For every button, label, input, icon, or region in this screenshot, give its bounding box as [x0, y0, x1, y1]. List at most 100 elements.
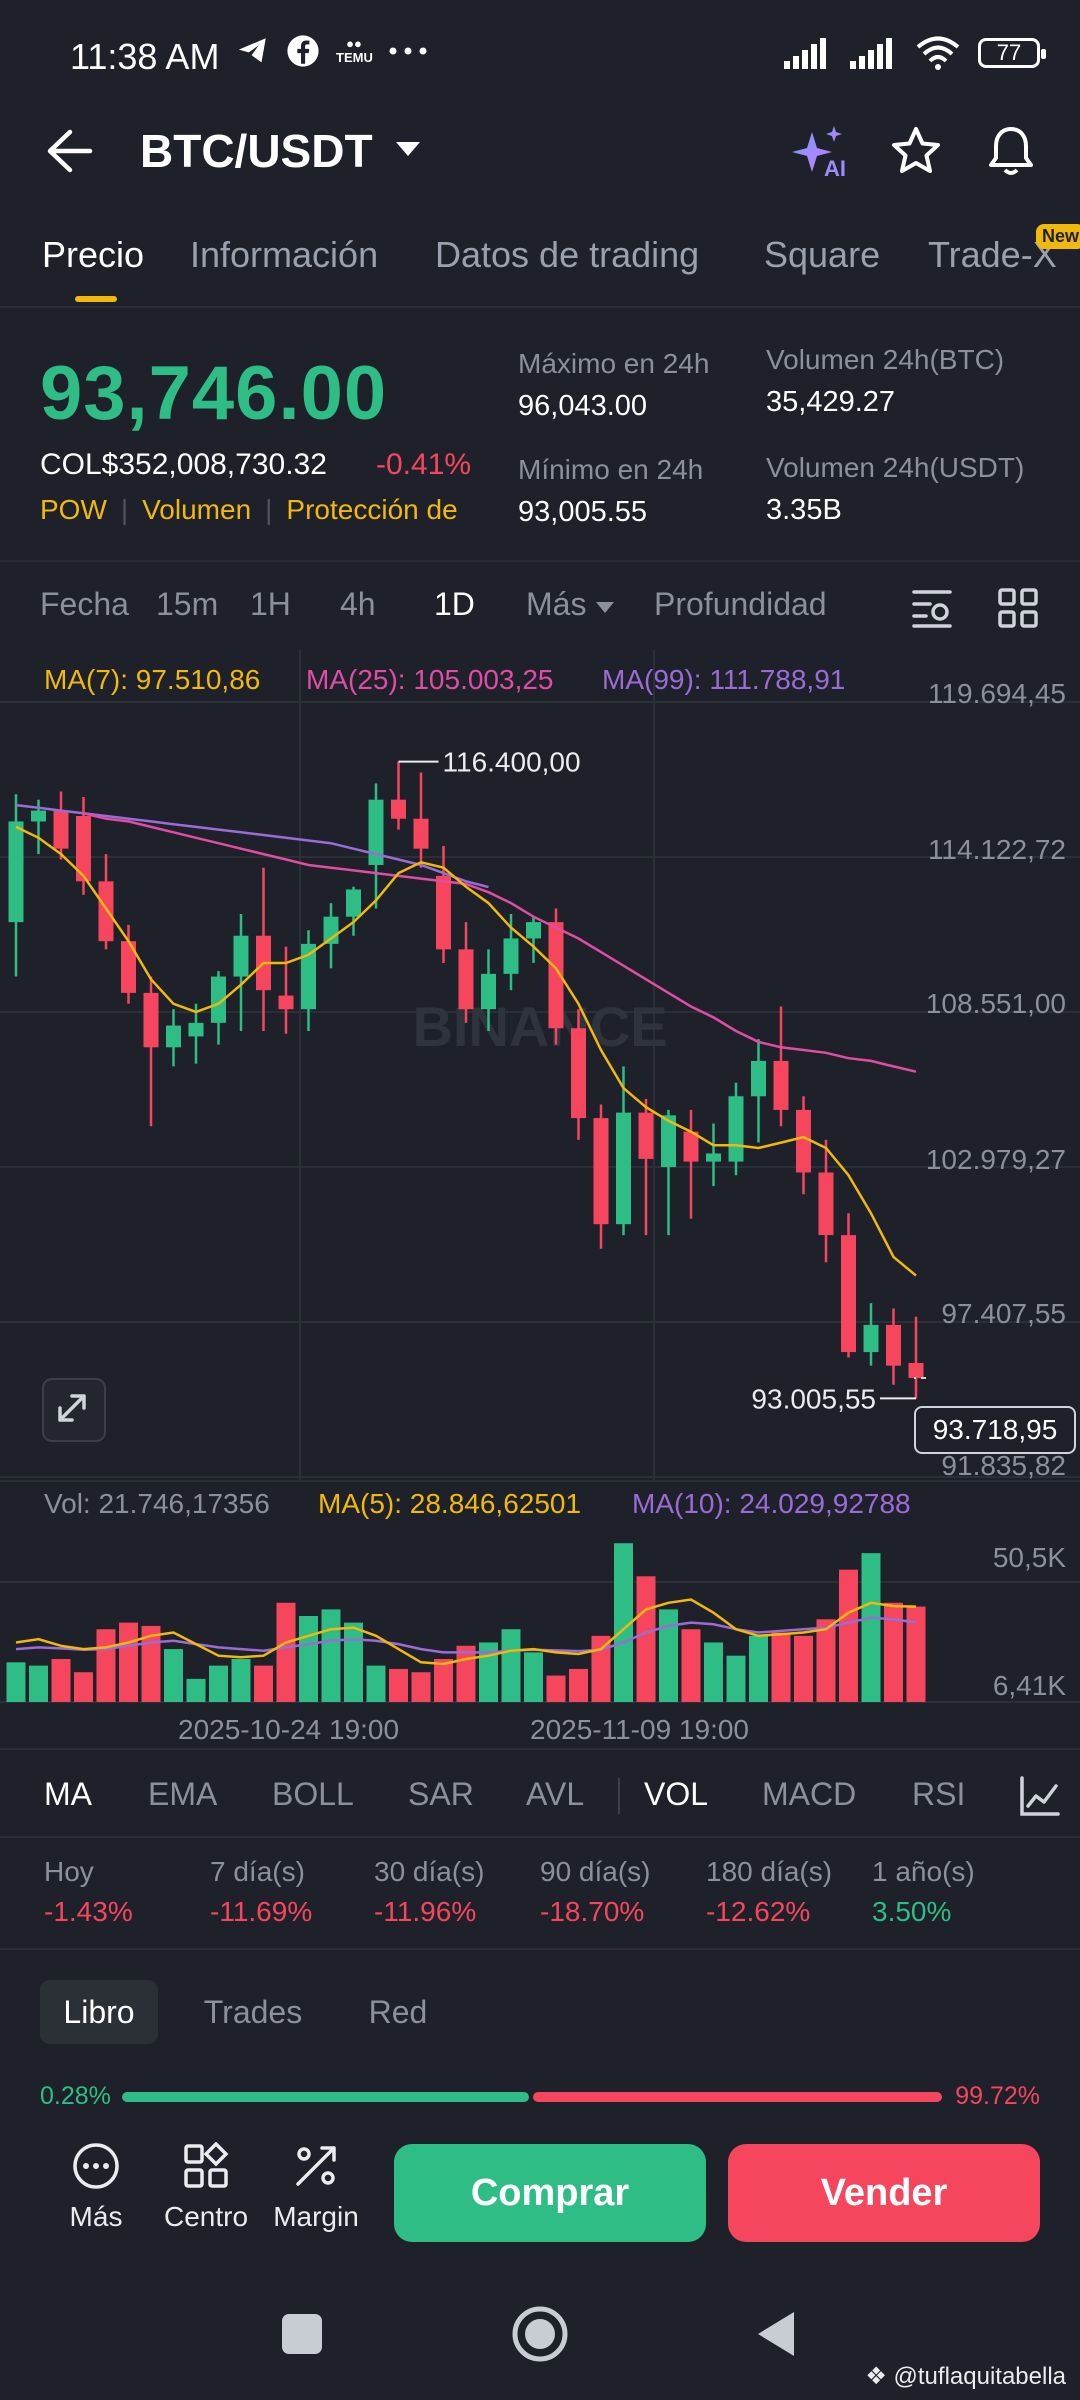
- interval-15m[interactable]: 15m: [156, 586, 219, 622]
- system-nav-bar: [0, 2270, 1080, 2400]
- candle: [548, 922, 564, 1029]
- candle: [481, 973, 496, 1010]
- volume-bar: [659, 1609, 678, 1702]
- back-arrow-icon[interactable]: [44, 128, 94, 174]
- candle: [616, 1112, 631, 1225]
- favorite-star-icon[interactable]: [890, 126, 942, 176]
- fullscreen-button[interactable]: [42, 1378, 106, 1442]
- ma25-legend: MA(25): 105.003,25: [306, 664, 554, 695]
- perf-value-90d: -18.70%: [540, 1896, 645, 1927]
- interval-more-caret-icon[interactable]: [596, 602, 614, 613]
- ratio-sell-fill: [533, 2092, 942, 2102]
- ratio-buy-fill: [122, 2092, 529, 2102]
- price-change: -0.41%: [376, 448, 472, 481]
- candlestick-chart[interactable]: BINANCE 116.400,00 93.005,55: [0, 650, 1080, 1480]
- perf-label-180d: 180 día(s): [706, 1856, 833, 1887]
- interval-depth[interactable]: Profundidad: [654, 586, 827, 622]
- tab-trading-data[interactable]: Datos de trading: [435, 234, 700, 275]
- perf-value-30d: -11.96%: [374, 1896, 477, 1927]
- tag-separator: |: [120, 494, 129, 525]
- volume-axis-label: 6,41K: [992, 1670, 1066, 1701]
- high-24h-value: 96,043.00: [518, 390, 648, 422]
- active-tab-indicator: [75, 296, 117, 302]
- indicator-ma[interactable]: MA: [44, 1776, 92, 1812]
- tag-protection[interactable]: Protección de: [286, 494, 458, 525]
- indicator-sar[interactable]: SAR: [408, 1776, 474, 1812]
- recents-button[interactable]: [282, 2314, 322, 2354]
- price-axis-label: 91.835,82: [941, 1450, 1066, 1481]
- volume-btc-label: Volumen 24h(BTC): [766, 344, 1005, 375]
- volume-bar: [501, 1629, 521, 1702]
- sell-ratio: 99.72%: [955, 2082, 1040, 2110]
- volume-bar: [6, 1662, 26, 1702]
- center-label: Centro: [163, 2201, 249, 2232]
- perf-value-today: -1.43%: [44, 1896, 133, 1927]
- more-label: Más: [69, 2201, 123, 2232]
- telegram-icon: [238, 38, 266, 63]
- current-price-tag: 93.718,95: [914, 1406, 1076, 1454]
- tab-information[interactable]: Información: [190, 234, 379, 275]
- price-axis-label: 119.694,45: [927, 678, 1066, 709]
- center-button[interactable]: Centro: [156, 2141, 256, 2233]
- interval-1h[interactable]: 1H: [250, 586, 291, 622]
- pair-dropdown-icon[interactable]: [396, 142, 420, 156]
- vol-ma5-line: [15, 1598, 917, 1666]
- volume-bar: [816, 1619, 836, 1702]
- ai-assistant-button[interactable]: AI: [792, 124, 852, 184]
- candle: [571, 1028, 586, 1119]
- volume-bar: [344, 1622, 363, 1702]
- chart-settings-icon[interactable]: [910, 586, 954, 630]
- grid-layout-icon[interactable]: [998, 588, 1038, 628]
- tag-volume[interactable]: Volumen: [142, 494, 252, 525]
- volume-bar: [771, 1632, 791, 1702]
- status-time: 11:38 AM: [70, 36, 220, 77]
- tab-square[interactable]: Square: [764, 234, 881, 275]
- perf-value-1y: 3.50%: [872, 1896, 952, 1927]
- volume-bar: [614, 1543, 633, 1702]
- volume-bars-group: [6, 1543, 926, 1702]
- bell-icon[interactable]: [986, 124, 1036, 178]
- perf-value-7d: -11.69%: [210, 1896, 313, 1927]
- indicator-rsi[interactable]: RSI: [912, 1776, 966, 1812]
- ai-label: AI: [824, 156, 846, 181]
- interval-date[interactable]: Fecha: [40, 586, 129, 622]
- candle: [683, 1131, 699, 1162]
- indicator-boll[interactable]: BOLL: [272, 1776, 354, 1812]
- tab-trades[interactable]: Trades: [203, 1993, 303, 2030]
- candle: [211, 976, 226, 1023]
- candle: [503, 938, 519, 974]
- interval-1d[interactable]: 1D: [434, 586, 475, 622]
- volume-bar: [254, 1665, 273, 1702]
- tag-pow[interactable]: POW: [40, 494, 107, 525]
- buy-button[interactable]: Comprar: [394, 2144, 706, 2242]
- sell-button[interactable]: Vender: [728, 2144, 1040, 2242]
- tab-price[interactable]: Precio: [42, 234, 145, 275]
- pair-selector[interactable]: BTC/USDT: [140, 125, 373, 177]
- candle: [368, 799, 384, 865]
- perf-value-180d: -12.62%: [706, 1896, 811, 1927]
- indicator-chart-icon[interactable]: [1018, 1774, 1062, 1818]
- vol-ma10-line: [15, 1616, 917, 1654]
- tab-bar: Precio Información Datos de trading Squa…: [0, 222, 1080, 308]
- candle: [796, 1109, 811, 1173]
- margin-button[interactable]: Margin: [266, 2142, 366, 2233]
- new-badge: New: [1036, 224, 1080, 249]
- tab-order-book[interactable]: Libro: [40, 1980, 158, 2044]
- perf-label-today: Hoy: [44, 1856, 94, 1887]
- indicator-vol[interactable]: VOL: [644, 1776, 709, 1812]
- indicator-macd[interactable]: MACD: [762, 1776, 857, 1812]
- tab-trade-x[interactable]: Trade-X: [928, 234, 1057, 275]
- center-grid-icon: [184, 2141, 229, 2188]
- volume-bar: [726, 1655, 746, 1702]
- candle: [31, 810, 46, 822]
- tab-network[interactable]: Red: [368, 1993, 428, 2030]
- home-button[interactable]: [510, 2304, 570, 2364]
- volume-bar: [456, 1645, 476, 1702]
- interval-4h[interactable]: 4h: [340, 586, 376, 622]
- indicator-avl[interactable]: AVL: [526, 1776, 585, 1812]
- more-button[interactable]: Más: [46, 2142, 146, 2233]
- back-button[interactable]: [756, 2310, 796, 2358]
- interval-more[interactable]: Más: [526, 586, 587, 622]
- indicator-ema[interactable]: EMA: [148, 1776, 218, 1812]
- candle: [346, 889, 361, 917]
